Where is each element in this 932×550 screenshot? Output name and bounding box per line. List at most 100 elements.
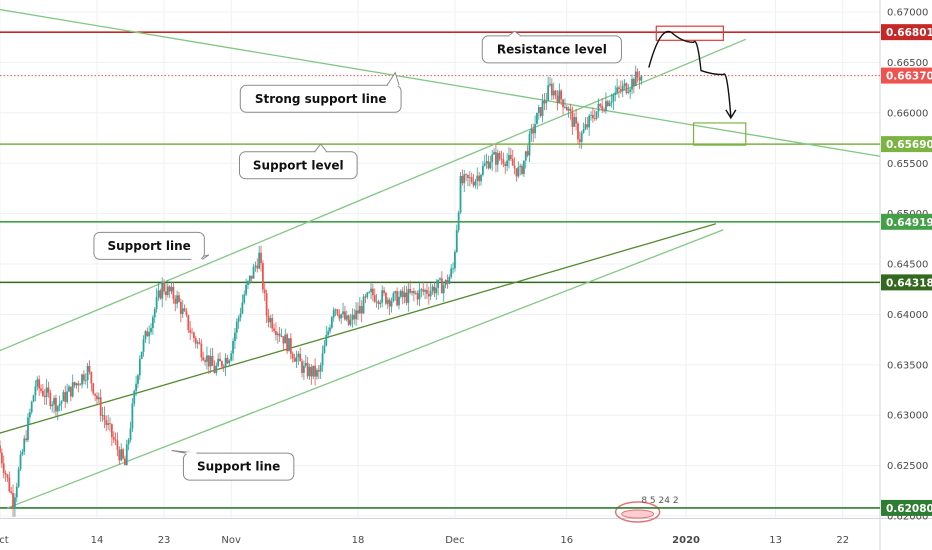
candle-body — [330, 317, 333, 328]
candle-body — [15, 486, 18, 498]
candle-body — [491, 154, 494, 163]
candle-body — [228, 360, 231, 364]
candle-body — [530, 128, 533, 135]
candle-body — [94, 393, 96, 396]
candle-body — [73, 382, 76, 386]
candle-body — [127, 439, 130, 445]
candle-body — [455, 230, 458, 252]
x-tick-label: 14 — [91, 535, 104, 546]
candle-body — [556, 95, 559, 104]
candle-body — [92, 383, 95, 394]
level-tag-bg — [881, 67, 932, 84]
candle-body — [10, 491, 13, 493]
candle-body — [608, 102, 611, 106]
candle-body — [383, 290, 385, 293]
candle-body — [125, 444, 128, 466]
candle-body — [407, 289, 410, 303]
candle-body — [500, 158, 503, 160]
candle-body — [215, 365, 218, 373]
candle-body — [97, 397, 100, 400]
candle-body — [442, 285, 445, 294]
level-tag-label: 0.64318 — [886, 277, 932, 289]
candle-body — [271, 318, 274, 329]
candle-body — [573, 117, 576, 127]
candle-body — [640, 75, 643, 81]
x-tick-label: 23 — [158, 535, 171, 546]
candle-body — [58, 403, 61, 407]
candle-body — [273, 328, 275, 332]
candle-body — [416, 293, 419, 300]
candle-body — [444, 280, 447, 286]
candle-body — [319, 365, 322, 372]
candle-body — [550, 83, 553, 96]
candle-body — [424, 290, 426, 292]
candle-body — [310, 366, 313, 377]
candle-body — [543, 100, 546, 104]
candle-body — [118, 449, 121, 461]
annotation-box — [481, 35, 622, 64]
candle-body — [30, 401, 33, 413]
candle-body — [256, 265, 259, 269]
candle-body — [476, 175, 479, 181]
candle-body — [504, 164, 507, 166]
candle-body — [288, 338, 290, 352]
candle-body — [427, 293, 430, 297]
candle-body — [539, 107, 542, 117]
resistance-target-box — [655, 25, 724, 41]
target-boxes — [655, 25, 747, 146]
candle-body — [632, 78, 635, 87]
candle-body — [558, 90, 561, 104]
candle-body — [314, 365, 316, 377]
candle-body — [371, 288, 374, 296]
candle-body — [560, 90, 563, 100]
time-axis[interactable]: Oct 14 23 Nov 18 Dec 16 2020 13 22 — [0, 535, 849, 546]
candle-body — [60, 401, 63, 404]
candle-body — [357, 310, 359, 314]
candle-body — [124, 458, 126, 466]
candle-body — [511, 158, 514, 166]
candle-body — [316, 370, 318, 377]
candle-body — [373, 295, 376, 302]
annotation-label: Strong support line — [255, 92, 387, 106]
candle-body — [55, 397, 57, 412]
candle-body — [34, 386, 37, 396]
candle-body — [200, 343, 203, 358]
candle-body — [344, 311, 346, 320]
level-tag-label: 0.66370 — [886, 71, 932, 83]
candle-body — [625, 83, 628, 93]
candle-body — [101, 415, 104, 417]
candle-body — [588, 115, 591, 128]
candle-body — [122, 449, 124, 459]
candle-body — [82, 374, 85, 381]
projection-arrowhead — [725, 109, 737, 120]
candle-body — [431, 286, 434, 291]
y-tick-label: 0.62000 — [887, 511, 928, 522]
candle-body — [392, 293, 395, 302]
x-tick-label: 2020 — [672, 535, 700, 546]
x-tick-label: 16 — [560, 535, 573, 546]
candle-body — [237, 317, 240, 322]
candle-body — [355, 310, 358, 320]
candle-body — [420, 289, 423, 291]
candle-body — [170, 286, 173, 292]
candle-body — [528, 134, 531, 156]
candle-body — [295, 357, 298, 362]
candle-body — [258, 252, 261, 269]
candle-body — [474, 180, 477, 186]
candle-body — [506, 160, 509, 166]
watermark-logo: 8 5 24 2 — [614, 496, 679, 523]
candle-body — [254, 265, 257, 267]
candle-body — [263, 289, 266, 294]
y-tick-label: 0.62500 — [887, 461, 928, 472]
candle-body — [577, 123, 579, 140]
candle-body — [243, 294, 246, 303]
x-tick-label: Dec — [445, 535, 464, 546]
candle-body — [593, 118, 596, 119]
candle-body — [144, 331, 147, 340]
candle-body — [379, 302, 382, 304]
candle-body — [166, 286, 169, 295]
candle-body — [289, 338, 292, 354]
candle-body — [226, 357, 229, 364]
candle-body — [534, 124, 536, 134]
